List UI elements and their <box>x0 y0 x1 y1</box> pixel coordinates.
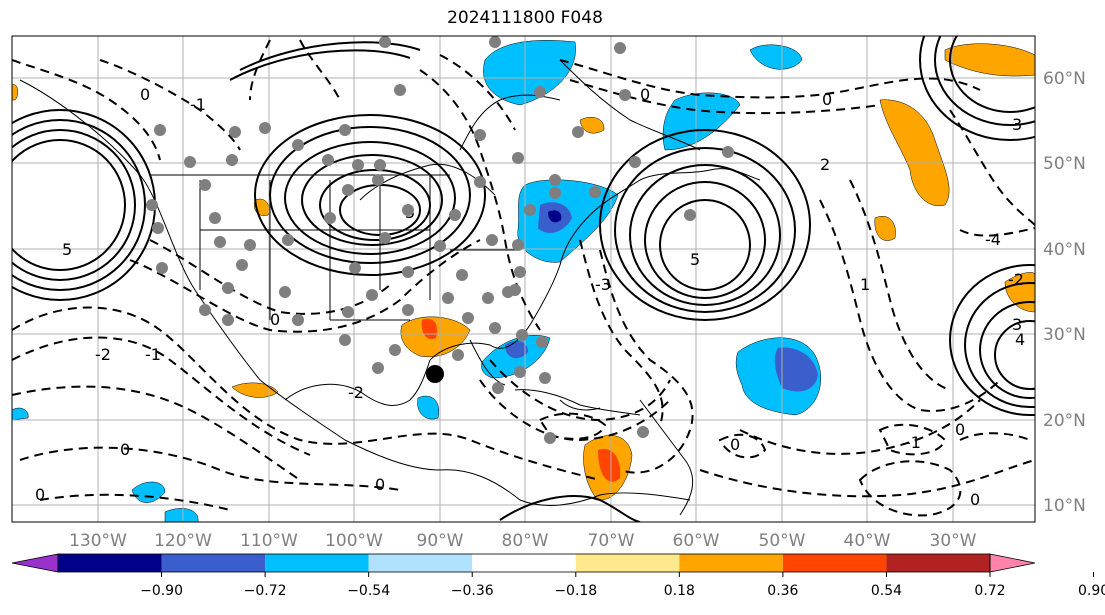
contour-label: 2 <box>820 155 830 174</box>
colorbar-swatch <box>575 554 680 572</box>
contour-label: 0 <box>730 435 740 454</box>
colorbar-swatch <box>58 554 162 572</box>
colorbar-tick-label: 0.54 <box>871 583 902 599</box>
coastlines <box>19 59 761 516</box>
black-dot-marker <box>426 365 444 383</box>
colorbar-swatch <box>472 554 576 572</box>
colorbar: −0.90 −0.72 −0.54 −0.36 −0.18 0.18 0.36 0.54 0.7… <box>11 553 1105 599</box>
lon-label: 90°W <box>417 531 464 551</box>
contour-label: 0 <box>270 310 280 329</box>
shaded-anomaly-fields <box>12 40 1035 522</box>
lon-label: 100°W <box>325 531 383 551</box>
colorbar-tick-label: −0.36 <box>451 583 494 599</box>
contour-label: 0 <box>35 485 45 504</box>
lon-label: 40°W <box>844 531 891 551</box>
colorbar-tick-label: 0.72 <box>974 583 1005 599</box>
contour-label: -2 <box>95 345 111 364</box>
contour-label: -1 <box>905 433 921 452</box>
contour-label: 1 <box>860 275 870 294</box>
colorbar-extend-low <box>11 553 59 573</box>
colorbar-swatch <box>368 554 473 572</box>
lat-label: 50°N <box>1043 154 1086 174</box>
contour-label: -2 <box>1008 270 1024 289</box>
contour-lines <box>12 36 1035 522</box>
lon-label: 110°W <box>240 531 298 551</box>
lon-label: 60°W <box>673 531 720 551</box>
lon-label: 70°W <box>588 531 635 551</box>
colorbar-swatch <box>161 554 266 572</box>
latitude-labels: 60°N 50°N 40°N 30°N 20°N 10°N <box>1043 69 1086 516</box>
colorbar-tick-label: 0.90 <box>1078 583 1105 599</box>
colorbar-tick-label: −0.72 <box>244 583 287 599</box>
lon-label: 50°W <box>759 531 806 551</box>
contour-label: 0 <box>822 90 832 109</box>
lon-label: 120°W <box>154 531 212 551</box>
lon-label: 80°W <box>502 531 549 551</box>
contour-label: 5 <box>62 240 72 259</box>
contour-label: 0 <box>140 85 150 104</box>
contour-label: 0 <box>970 490 980 509</box>
lon-label: 30°W <box>930 531 977 551</box>
colorbar-outline <box>57 553 991 573</box>
lat-label: 20°N <box>1043 411 1086 431</box>
map-title: 2024111800 F048 <box>447 8 603 28</box>
colorbar-tick-label: 0.36 <box>767 583 798 599</box>
contour-label: 0 <box>640 85 650 104</box>
contour-label: 4 <box>1015 330 1025 349</box>
longitude-labels: 130°W 120°W 110°W 100°W 90°W 80°W 70°W 6… <box>69 531 977 551</box>
contour-label: 3 <box>1012 115 1022 134</box>
lon-label: 130°W <box>69 531 127 551</box>
contour-label: -3 <box>595 275 611 294</box>
lat-label: 40°N <box>1043 240 1086 260</box>
colorbar-swatch <box>782 554 887 572</box>
colorbar-swatch <box>886 554 990 572</box>
contour-label: 0 <box>375 475 385 494</box>
contour-labels: 5 2 5 5 3 3 4 0 0 0 0 0 -1 -1 -2 -2 -4 -… <box>35 85 1025 509</box>
lat-label: 10°N <box>1043 496 1086 516</box>
colorbar-tick-label: −0.18 <box>554 583 597 599</box>
map-panel[interactable]: 5 2 5 5 3 3 4 0 0 0 0 0 -1 -1 -2 -2 -4 -… <box>0 0 1105 522</box>
colorbar-extend-high <box>989 553 1036 573</box>
contour-label: 0 <box>955 420 965 439</box>
contour-solid-positive <box>12 36 1035 522</box>
map-border <box>11 35 1036 523</box>
contour-label: 5 <box>690 250 700 269</box>
colorbar-swatch <box>679 554 783 572</box>
contour-label: 0 <box>120 440 130 459</box>
colorbar-swatch <box>265 554 369 572</box>
lat-label: 60°N <box>1043 69 1086 89</box>
graticule <box>12 36 1035 522</box>
contour-label: -1 <box>145 345 161 364</box>
contour-label: -2 <box>348 383 364 402</box>
contour-label: 3 <box>1012 315 1022 334</box>
colorbar-tick-label: 0.18 <box>664 583 695 599</box>
colorbar-tick-label: −0.90 <box>140 583 183 599</box>
station-dots <box>146 36 734 444</box>
contour-label: -4 <box>985 230 1001 249</box>
contour-dashed <box>12 39 1035 517</box>
contour-label: -1 <box>190 95 206 114</box>
colorbar-tick-label: −0.54 <box>347 583 390 599</box>
lat-label: 30°N <box>1043 325 1086 345</box>
